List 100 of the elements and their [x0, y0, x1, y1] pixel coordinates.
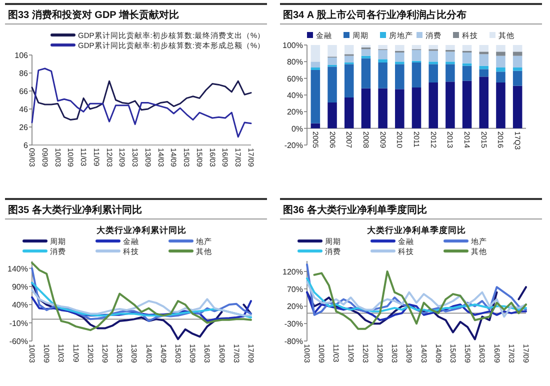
chart-title: 图34 A 股上市公司各行业净利润占比分布	[283, 9, 467, 21]
bar	[412, 50, 422, 61]
bar	[428, 50, 438, 62]
bar	[395, 52, 404, 62]
y-tick-label: 0%	[291, 124, 303, 134]
bar	[446, 45, 455, 50]
y-tick-label: 140%	[8, 264, 28, 274]
line-series	[31, 296, 252, 322]
line-series	[31, 80, 252, 121]
bar	[512, 45, 522, 52]
y-tick-label: 70%	[286, 284, 303, 294]
bar	[512, 86, 522, 128]
chart-subtitle: 大类行业净利单季度同比	[367, 225, 466, 235]
bar	[428, 62, 438, 64]
y-tick-label: 60%	[286, 74, 303, 84]
line-series	[31, 68, 252, 138]
bar	[395, 62, 404, 64]
line-series	[31, 289, 252, 317]
chart-subtitle: 大类行业净利累计同比	[96, 225, 186, 235]
line-series	[31, 267, 252, 322]
line-series	[306, 291, 527, 322]
bar	[412, 45, 422, 50]
bar	[462, 66, 472, 81]
y-tick-label: -10%	[9, 318, 28, 328]
y-tick-label: 20%	[286, 302, 303, 312]
y-tick-label: 26	[19, 123, 29, 132]
chart-title: 图33 消费和投资对 GDP 增长贡献对比	[8, 9, 179, 21]
bar	[378, 50, 388, 60]
bar	[462, 52, 472, 64]
bar	[479, 52, 489, 54]
bar	[462, 45, 472, 51]
bar	[462, 63, 472, 66]
y-tick-label: -60%	[9, 337, 28, 346]
y-tick-label: 6	[24, 141, 29, 150]
bar	[446, 64, 455, 82]
y-tick-label: -20%	[284, 141, 303, 150]
y-tick-label: 106	[14, 51, 29, 60]
bar	[446, 82, 455, 128]
line-series	[31, 262, 252, 332]
y-tick-label: -80%	[284, 337, 303, 346]
bar	[344, 45, 354, 54]
bar	[310, 62, 320, 68]
bar	[361, 58, 371, 88]
bar	[496, 68, 506, 72]
bar	[395, 45, 404, 51]
bar	[512, 56, 522, 68]
bar	[446, 62, 455, 64]
bar	[496, 82, 506, 128]
bar	[496, 45, 506, 52]
line-series	[306, 263, 527, 316]
line-series	[31, 282, 252, 318]
bar	[378, 62, 388, 88]
line-series	[313, 270, 527, 330]
bar	[328, 66, 337, 102]
bar	[395, 89, 404, 128]
bar	[479, 54, 489, 66]
bar	[496, 56, 506, 68]
bar	[479, 45, 489, 52]
bar	[462, 80, 472, 128]
y-tick-label: 80%	[286, 58, 303, 67]
bar	[328, 58, 337, 65]
bar	[479, 69, 489, 77]
bar	[328, 45, 337, 57]
y-tick-label: 100%	[282, 41, 303, 50]
y-tick-label: -30%	[284, 320, 303, 329]
bar	[412, 62, 422, 88]
bar	[361, 56, 371, 58]
y-tick-label: 66	[19, 87, 29, 96]
bar	[479, 76, 489, 128]
y-tick-label: 46	[19, 105, 29, 114]
bar	[361, 88, 371, 128]
y-tick-label: 120%	[282, 267, 303, 276]
line-series	[306, 277, 527, 312]
bar	[512, 70, 522, 86]
chart-title: 图36 各大类行业净利单季度同比	[283, 204, 427, 216]
bar	[428, 45, 438, 50]
bar	[428, 64, 438, 82]
bar	[361, 49, 371, 56]
bar	[310, 123, 320, 128]
bar	[344, 64, 354, 98]
bar	[328, 102, 337, 128]
bar	[378, 59, 388, 62]
bar	[428, 82, 438, 128]
bar	[310, 70, 320, 124]
y-tick-label: 86	[19, 69, 29, 78]
bar	[446, 52, 455, 62]
y-tick-label: 40%	[286, 91, 303, 100]
y-tick-label: 40%	[12, 300, 28, 310]
chart-title: 图35 各大类行业净利累计同比	[8, 204, 142, 216]
bar	[344, 56, 354, 62]
bar	[496, 72, 506, 82]
bar	[512, 68, 522, 71]
bar	[378, 88, 388, 128]
y-tick-label: 90%	[12, 282, 28, 292]
line-series	[306, 280, 527, 318]
bar	[496, 52, 506, 56]
bar	[395, 64, 404, 90]
bar	[512, 52, 522, 56]
bar	[310, 45, 320, 62]
bar	[412, 88, 422, 128]
